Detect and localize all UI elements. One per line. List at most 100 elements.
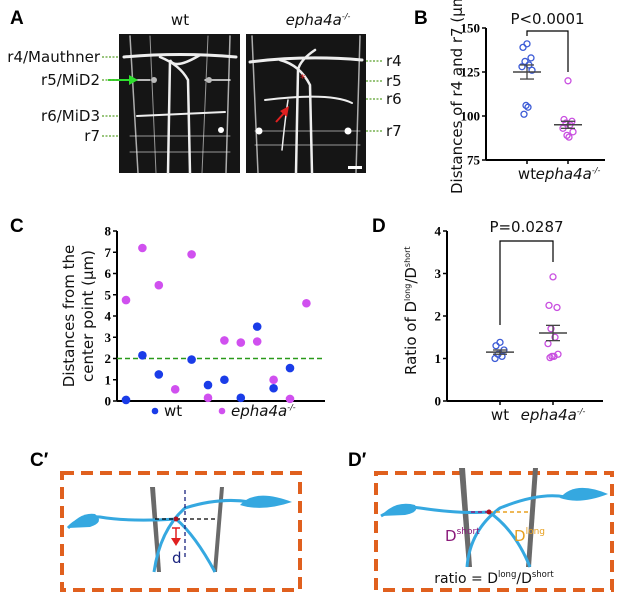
green-arrow-icon <box>108 75 138 85</box>
data-point <box>554 350 562 358</box>
data-point <box>170 385 180 394</box>
rhombomere-label-left: r4/Mauthner <box>7 48 101 66</box>
data-point <box>187 355 196 364</box>
y-tick-label: 2 <box>435 309 442 324</box>
data-point <box>569 128 577 136</box>
data-point <box>560 115 568 124</box>
rhombomere-label-right: r5 <box>386 72 402 90</box>
data-point <box>154 370 164 379</box>
wt-micrograph <box>119 34 240 175</box>
panel-b-label: B <box>414 8 428 29</box>
scale-bar <box>348 166 362 169</box>
legend-label: epha4a-/- <box>231 402 296 420</box>
legend-label: wt <box>164 402 182 420</box>
category-superscript: -/- <box>592 166 601 175</box>
y-tick-label: 7 <box>105 245 112 260</box>
data-point <box>269 375 278 385</box>
p-value: P=0.0287 <box>489 218 563 236</box>
y-tick-label: 125 <box>461 65 481 80</box>
y-tick-label: 0 <box>105 394 112 409</box>
data-point <box>527 54 535 62</box>
data-point <box>285 363 295 373</box>
mutant-title: epha4a-/- <box>286 11 351 29</box>
y-tick-label: 4 <box>435 224 442 239</box>
data-point <box>138 243 147 253</box>
x-category-label: wt <box>491 406 509 424</box>
y-tick-label: 6 <box>105 266 112 281</box>
data-point <box>138 351 147 360</box>
data-point <box>562 119 570 127</box>
rhombomere-label-right: r6 <box>386 90 402 108</box>
asterisk-marker: * <box>300 72 306 85</box>
y-tick-label: 1 <box>105 372 112 387</box>
data-point <box>528 66 536 74</box>
rhombomere-label-right: r4 <box>386 52 402 70</box>
y-tick-label: 150 <box>461 21 481 36</box>
data-point <box>252 337 262 346</box>
panel-c-prime-label: C′ <box>30 450 49 471</box>
data-point <box>524 103 532 111</box>
legend-marker <box>218 407 226 415</box>
data-point <box>187 250 196 259</box>
y-tick-label: 2 <box>105 351 112 366</box>
legend-text: wt <box>164 402 182 420</box>
data-point <box>563 131 571 140</box>
rhombomere-label-left: r7 <box>84 127 100 145</box>
red-arrow-icon <box>275 106 289 123</box>
data-point <box>236 338 246 347</box>
panel-d-prime-label: D′ <box>348 450 367 471</box>
rhombomere-label-left: r5/MiD2 <box>41 71 100 89</box>
cell-left-body <box>68 513 99 528</box>
dashed-box <box>374 471 614 592</box>
y-axis-label: center point (μm) <box>79 250 97 382</box>
y-axis-label: Ratio of Dlong/Dshort <box>402 247 420 376</box>
x-category-label: epha4a-/- <box>536 165 601 183</box>
data-point <box>544 339 552 348</box>
data-point <box>523 40 531 48</box>
chart-d: 0 1 2 3 4 wt epha4a-/- P=0.0287 Ratio of Dlong/D… <box>402 218 603 424</box>
ratio-formula: ratio = Dlong/Dshort <box>434 570 554 587</box>
data-point <box>522 101 530 110</box>
rhombomere-label-right: r7 <box>386 122 402 140</box>
data-point <box>252 322 262 331</box>
dashed-box <box>60 471 302 592</box>
legend-text: epha4a <box>231 402 287 420</box>
data-point <box>491 354 499 363</box>
c-prime-diagram: d <box>60 471 302 592</box>
data-point <box>302 298 311 308</box>
data-point <box>546 353 554 362</box>
category-text: epha4a <box>536 165 592 183</box>
data-point <box>236 393 246 403</box>
data-point <box>520 110 528 118</box>
data-point <box>518 63 526 71</box>
data-point <box>269 383 278 393</box>
d-prime-diagram: Dshort Dlong ratio = Dlong/Dshort <box>374 468 614 592</box>
y-tick-label: 0 <box>435 394 442 409</box>
dshort-label: Dshort <box>445 527 480 545</box>
d-label: d <box>172 549 182 567</box>
y-tick-label: 75 <box>467 153 481 168</box>
y-tick-label: 5 <box>105 287 112 302</box>
data-point <box>220 336 229 345</box>
p-value: P<0.0001 <box>510 10 584 28</box>
data-point <box>550 352 558 361</box>
data-point <box>203 393 213 403</box>
y-tick-label: 8 <box>105 224 112 239</box>
ylabel-sup: short <box>403 247 412 268</box>
dlong-label: Dlong <box>514 527 545 545</box>
data-point <box>498 352 506 361</box>
axon-right <box>213 487 224 572</box>
data-point <box>564 77 572 85</box>
data-point <box>549 273 557 281</box>
y-tick-label: 100 <box>461 109 481 124</box>
legend-marker <box>151 407 159 415</box>
data-point <box>519 43 527 52</box>
y-tick-label: 4 <box>105 309 112 324</box>
y-tick-label: 3 <box>105 330 112 345</box>
data-point <box>220 375 229 385</box>
significance-bracket <box>526 30 569 72</box>
data-point <box>285 394 295 404</box>
cell-right-body <box>240 495 292 508</box>
